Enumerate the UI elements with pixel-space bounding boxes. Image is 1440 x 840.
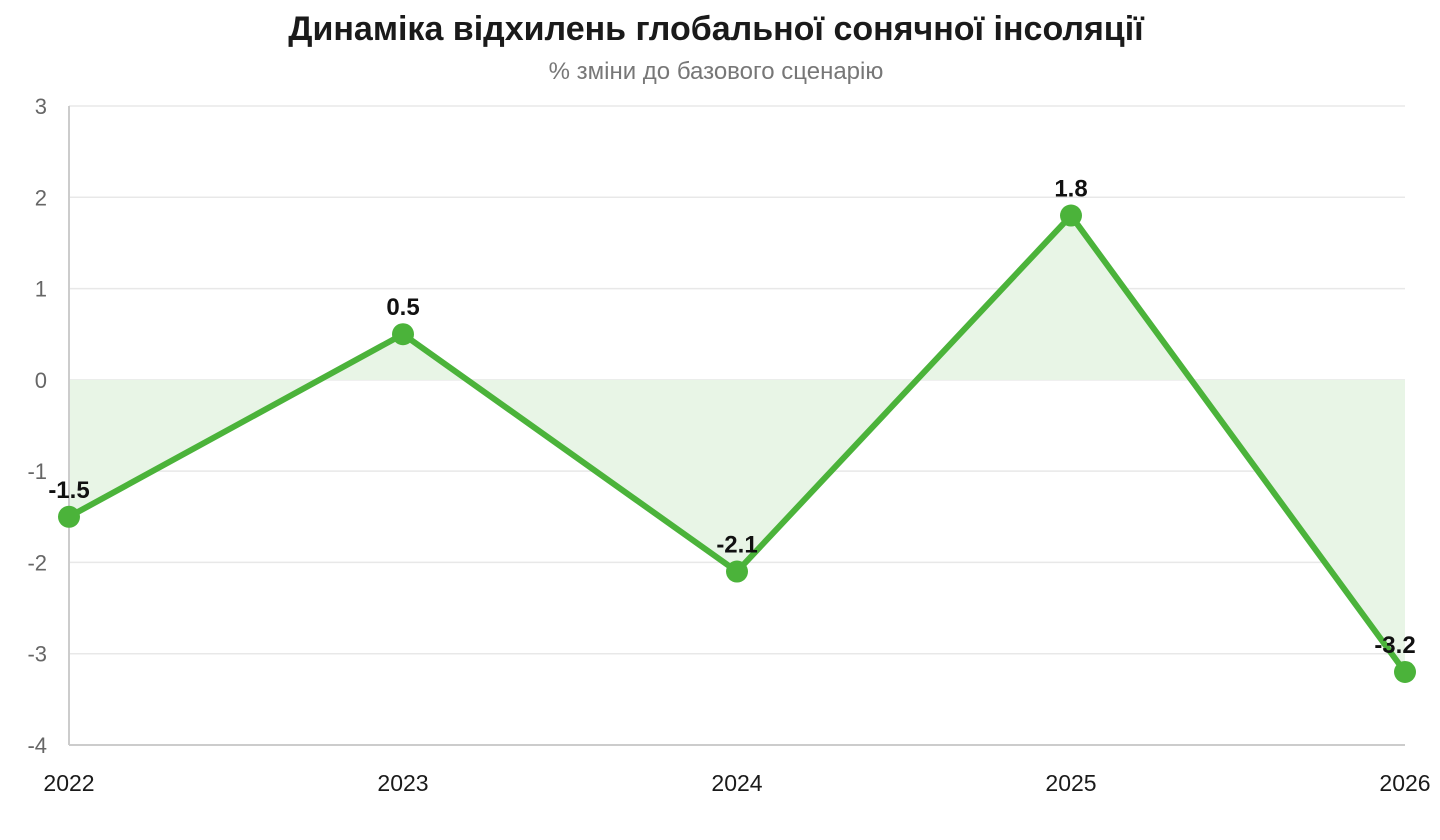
y-tick-label: -1 [27,459,47,484]
x-tick-label: 2024 [711,770,762,796]
series-area [69,215,1405,672]
data-point [392,323,414,346]
data-label: 0.5 [386,294,419,321]
data-point [1060,204,1082,227]
y-tick-label: 3 [35,94,47,119]
y-tick-label: -3 [27,642,47,667]
data-label: 1.8 [1054,176,1087,203]
chart-subtitle: % зміни до базового сценарію [548,58,884,85]
x-tick-label: 2026 [1379,770,1430,796]
y-tick-label: 2 [35,185,47,210]
data-label: -2.1 [716,532,757,559]
x-tick-label: 2025 [1045,770,1096,796]
y-tick-label: 0 [35,368,47,393]
data-label: -1.5 [48,477,89,504]
area-layer [69,215,1405,672]
y-tick-label: 1 [35,277,47,302]
y-tick-label: -4 [27,733,47,758]
point-layer [58,204,1416,683]
data-point [58,505,80,528]
chart-title: Динаміка відхилень глобальної сонячної і… [288,10,1144,48]
data-point [726,560,748,583]
y-tick-label: -2 [27,550,47,575]
x-tick-label: 2022 [43,770,94,796]
data-point [1394,660,1416,683]
tick-layer: 3 2 1 0 -1 -2 -3 -4 2022 2023 2024 2025 2026 [27,94,1430,796]
data-label: -3.2 [1374,632,1415,659]
axis-layer [68,106,1405,746]
x-tick-label: 2023 [377,770,428,796]
label-layer: -1.5 0.5 -2.1 1.8 -3.2 [48,176,1415,659]
